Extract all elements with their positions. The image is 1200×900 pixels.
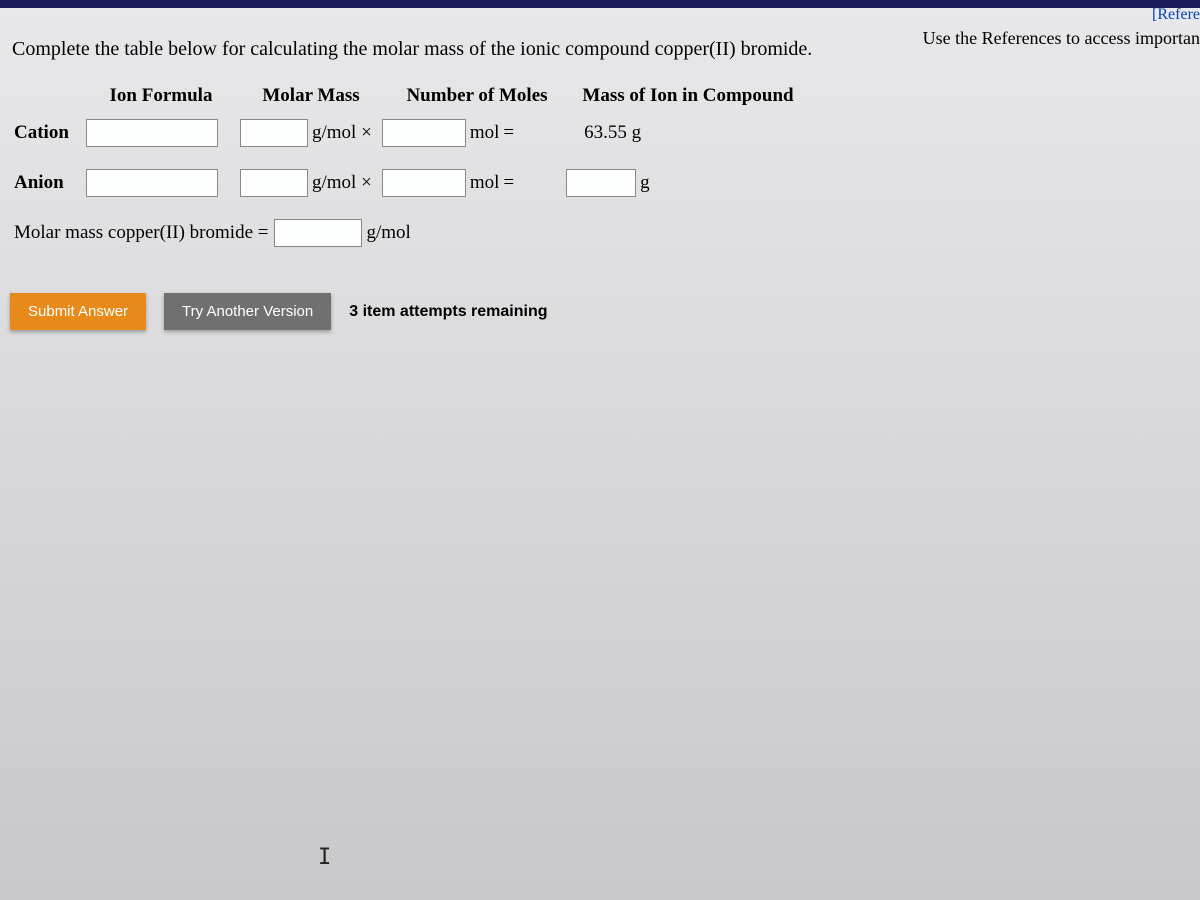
- anion-mass-wrap: g: [566, 169, 650, 197]
- cation-mol-unit: mol: [470, 122, 500, 144]
- table-header-row: Ion Formula Molar Mass Number of Moles M…: [14, 85, 1190, 107]
- references-link[interactable]: [Refere: [1152, 6, 1200, 24]
- try-another-button[interactable]: Try Another Version: [164, 293, 331, 330]
- total-label: Molar mass copper(II) bromide =: [14, 222, 268, 244]
- cation-mass-value: 63.55 g: [584, 122, 641, 144]
- anion-row: Anion g/mol × mol = g: [14, 169, 1190, 197]
- main-content: Complete the table below for calculating…: [0, 8, 1200, 340]
- cation-formula-input[interactable]: [86, 119, 218, 147]
- header-number-moles: Number of Moles: [392, 85, 562, 107]
- action-row: Submit Answer Try Another Version 3 item…: [10, 293, 1190, 330]
- anion-moles-input[interactable]: [382, 169, 466, 197]
- text-cursor-icon: I: [318, 845, 331, 870]
- cation-moles-input[interactable]: [382, 119, 466, 147]
- total-unit: g/mol: [366, 222, 410, 244]
- window-top-bar: [0, 0, 1200, 8]
- anion-mass-input[interactable]: [566, 169, 636, 197]
- submit-answer-button[interactable]: Submit Answer: [10, 293, 146, 330]
- cation-equals: =: [503, 122, 514, 144]
- anion-equals: =: [503, 172, 514, 194]
- anion-label: Anion: [14, 172, 86, 194]
- anion-molarmass-input[interactable]: [240, 169, 308, 197]
- calculation-table: Ion Formula Molar Mass Number of Moles M…: [14, 85, 1190, 247]
- cation-molarmass-input[interactable]: [240, 119, 308, 147]
- molar-mass-total-row: Molar mass copper(II) bromide = g/mol: [14, 219, 1190, 247]
- attempts-remaining: 3 item attempts remaining: [349, 303, 547, 321]
- anion-g-unit: g: [640, 172, 650, 194]
- cation-gmol-unit: g/mol ×: [312, 122, 372, 144]
- header-ion-formula: Ion Formula: [86, 85, 236, 107]
- cation-label: Cation: [14, 122, 86, 144]
- header-mass-ion: Mass of Ion in Compound: [568, 85, 808, 107]
- header-molar-mass: Molar Mass: [236, 85, 386, 107]
- references-hint: Use the References to access importan: [923, 28, 1200, 49]
- anion-formula-input[interactable]: [86, 169, 218, 197]
- total-molarmass-input[interactable]: [274, 219, 362, 247]
- anion-mol-unit: mol: [470, 172, 500, 194]
- anion-gmol-unit: g/mol ×: [312, 172, 372, 194]
- cation-row: Cation g/mol × mol = 63.55 g: [14, 119, 1190, 147]
